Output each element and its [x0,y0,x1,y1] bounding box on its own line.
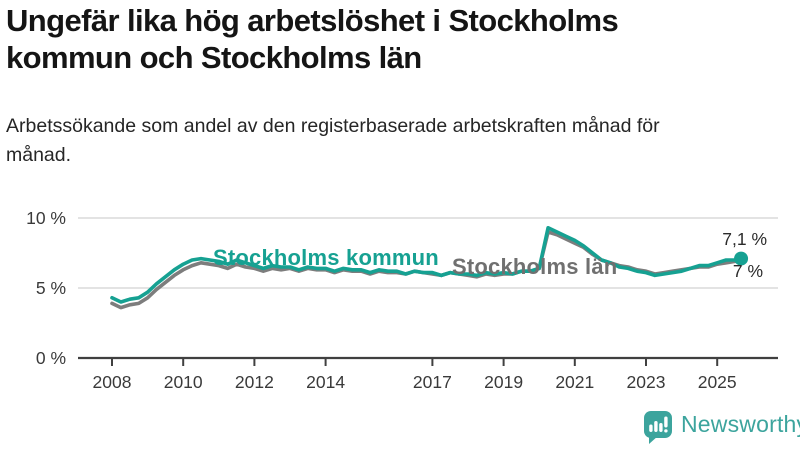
chart-title: Ungefär lika hög arbetslöshet i Stockhol… [6,3,619,75]
x-axis-tick-label: 2010 [164,372,203,392]
bar-chart-exclamation-glyph [649,416,668,433]
newsworthy-wordmark: Newsworthy [681,411,800,437]
x-axis-tick-label: 2008 [93,372,132,392]
x-axis-tick-label: 2025 [698,372,737,392]
end-value-label-kommun: 7,1 % [722,229,767,249]
x-axis-tick-label: 2023 [627,372,666,392]
y-axis-tick-label: 0 % [36,348,66,368]
x-axis-tick-label: 2021 [555,372,594,392]
series-end-dot [734,251,749,266]
y-axis-tick-label: 5 % [36,278,66,298]
end-value-label-lan: 7 % [732,261,763,281]
series-label-stockholms-lan: Stockholms län [452,254,618,279]
x-axis-tick-label: 2019 [484,372,523,392]
series-line-stockholms-kommun [110,226,743,304]
y-axis-tick-label: 10 % [26,208,66,228]
x-axis-tick-label: 2014 [306,372,345,392]
x-axis-tick-label: 2012 [235,372,274,392]
series-label-stockholms-kommun: Stockholms kommun [213,245,439,270]
newsworthy-icon [644,411,672,444]
newsworthy-logo[interactable]: Newsworthy [644,411,800,444]
x-axis-tick-label: 2017 [413,372,452,392]
chart-subtitle: Arbetssökande som andel av den registerb… [6,115,660,166]
